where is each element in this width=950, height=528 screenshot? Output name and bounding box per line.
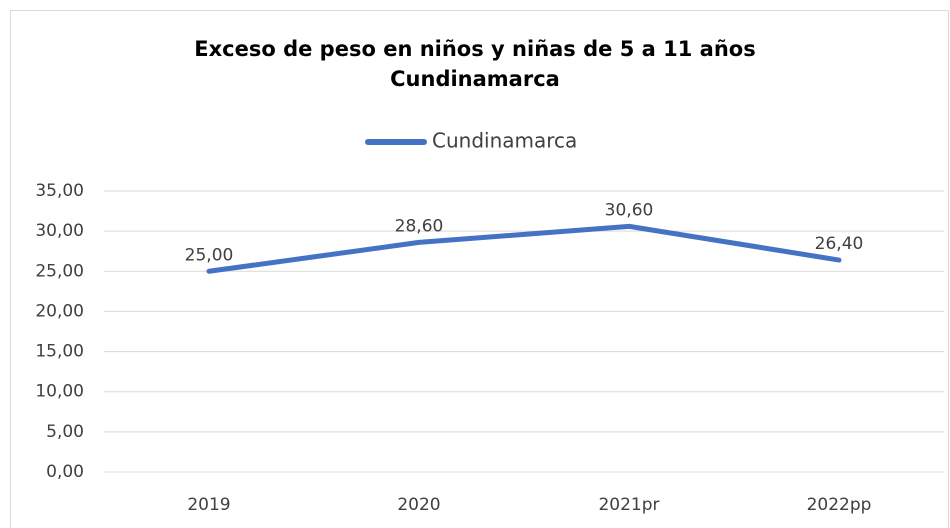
data-label: 30,60 [605, 200, 654, 220]
data-label: 28,60 [395, 216, 444, 236]
chart-title: Cundinamarca [390, 67, 560, 91]
chart-border [10, 10, 949, 528]
data-label: 26,40 [815, 234, 864, 254]
y-tick-label: 30,00 [35, 221, 84, 241]
y-tick-label: 15,00 [35, 342, 84, 362]
y-tick-label: 0,00 [46, 462, 84, 482]
legend-label: Cundinamarca [432, 129, 577, 153]
x-tick-label: 2020 [397, 495, 440, 515]
y-tick-label: 20,00 [35, 301, 84, 321]
x-tick-label: 2019 [187, 495, 230, 515]
y-tick-label: 5,00 [46, 422, 84, 442]
chart-title: Exceso de peso en niños y niñas de 5 a 1… [194, 37, 755, 61]
series-line [206, 223, 842, 274]
x-tick-label: 2022pp [807, 495, 872, 515]
y-tick-label: 10,00 [35, 382, 84, 402]
data-label: 25,00 [185, 245, 234, 265]
y-tick-label: 25,00 [35, 261, 84, 281]
x-tick-label: 2021pr [598, 495, 659, 515]
y-tick-label: 35,00 [35, 181, 84, 201]
